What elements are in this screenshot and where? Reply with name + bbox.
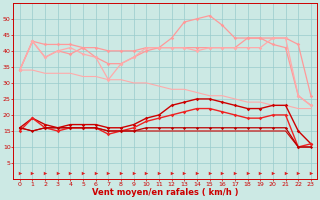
X-axis label: Vent moyen/en rafales ( km/h ): Vent moyen/en rafales ( km/h ) [92,188,239,197]
